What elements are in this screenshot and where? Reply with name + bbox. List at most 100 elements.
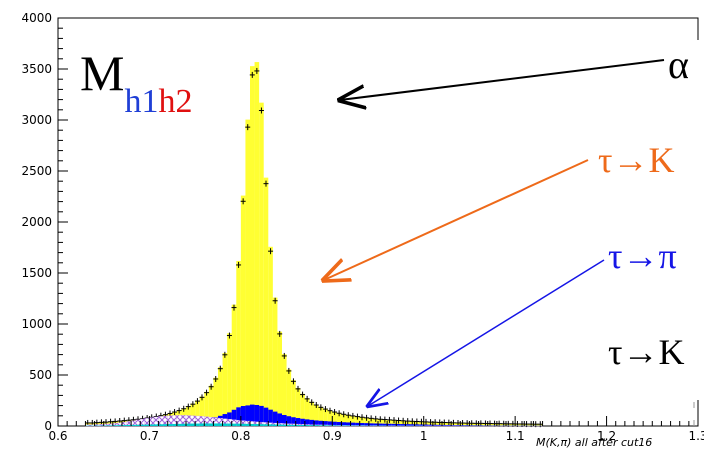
series-layer <box>85 62 543 428</box>
y-tick-label: 1000 <box>21 317 52 331</box>
y-tick-label: 3000 <box>21 113 52 127</box>
histogram-bin <box>501 425 506 426</box>
histogram-bin <box>282 424 287 426</box>
histogram-bin <box>405 424 410 426</box>
histogram-bin <box>295 424 301 426</box>
histogram-bin <box>263 177 269 426</box>
histogram-bin <box>231 423 237 426</box>
x-tick-label: 1.2 <box>597 429 616 443</box>
histogram-bin <box>218 423 223 426</box>
histogram-bin <box>487 425 493 426</box>
histogram-bin <box>295 418 301 426</box>
plot-frame <box>57 17 699 427</box>
histogram-bin <box>336 412 342 426</box>
histogram-bin <box>236 423 241 426</box>
histogram-bin <box>263 407 269 426</box>
histogram-bin <box>437 424 442 426</box>
x-tick-label: 0.7 <box>140 429 159 443</box>
histogram-bin <box>309 419 314 426</box>
histogram-bin <box>323 408 328 426</box>
x-tick-label: 0.8 <box>231 429 250 443</box>
x-tick-label: 1.3 <box>688 429 704 443</box>
histogram-bin <box>396 423 401 426</box>
histogram-bin <box>204 391 209 426</box>
histogram-bin <box>469 425 474 426</box>
histogram-bin <box>263 424 269 426</box>
histogram-bin <box>291 424 296 426</box>
histogram-bin <box>286 369 292 426</box>
label-tau-pi-blue: τ→π <box>608 236 677 276</box>
histogram-bin <box>464 425 470 426</box>
x-tick-label: 0.9 <box>323 429 342 443</box>
histogram-bin <box>195 423 200 426</box>
histogram-bin <box>236 407 241 426</box>
histogram-bin <box>250 423 255 426</box>
histogram-bin <box>158 424 164 426</box>
histogram-bin <box>419 424 424 426</box>
histogram-bin <box>423 424 429 426</box>
histogram-bin <box>259 102 264 426</box>
histogram-bin <box>410 424 415 426</box>
histogram-bin <box>364 417 369 426</box>
histogram-bin <box>254 404 260 426</box>
axis-layer: 0 500 1000 1500 2000 2500 3000 3500 4000 0.6 0.7 0.… <box>21 11 704 443</box>
arrow-to-peak <box>340 59 665 100</box>
histogram-bin <box>432 424 438 426</box>
histogram-bin <box>245 405 250 426</box>
series-1 <box>85 67 543 428</box>
histogram-bin <box>336 422 342 426</box>
histogram-bin <box>126 424 132 426</box>
histogram-bin <box>304 398 310 426</box>
histogram-bin <box>213 423 218 426</box>
histogram-bin <box>492 425 497 426</box>
histogram-bin <box>204 423 209 426</box>
histogram-bin <box>378 419 383 426</box>
histogram-bin <box>259 424 264 426</box>
label-backdrop <box>664 40 704 400</box>
histogram-bin <box>140 424 145 426</box>
histogram-bin <box>400 424 406 426</box>
histogram-bin <box>382 423 388 426</box>
histogram-bin <box>327 421 333 426</box>
y-tick-label: 4000 <box>21 11 52 25</box>
histogram-bin <box>112 425 118 426</box>
histogram-bin <box>318 425 324 426</box>
histogram-bin <box>282 354 287 426</box>
histogram-bin <box>272 411 278 426</box>
histogram-bin <box>286 416 292 426</box>
histogram-bin <box>300 393 305 426</box>
histogram-bin <box>245 119 250 426</box>
histogram-bin <box>359 423 365 426</box>
histogram-bin <box>391 423 397 426</box>
histogram-bin <box>277 413 282 426</box>
histogram-bin <box>318 406 324 426</box>
histogram-bin <box>190 423 196 426</box>
x-axis-title: M(K,π) all after cut16 <box>536 436 652 449</box>
histogram-bin <box>195 400 200 426</box>
histogram-bin <box>268 409 273 426</box>
histogram-bin <box>364 423 369 426</box>
histogram-bin <box>227 423 232 426</box>
title-m: M <box>80 45 124 101</box>
histogram-bin <box>144 424 150 426</box>
x-tick-label: 0.6 <box>48 429 67 443</box>
y-tick-label: 2500 <box>21 164 52 178</box>
histogram-bin <box>304 425 310 426</box>
y-tick-label: 0 <box>44 419 52 433</box>
histogram-bin <box>451 425 456 426</box>
histogram-bin <box>455 425 461 426</box>
label-tau-k-orange: τ→K <box>598 140 674 180</box>
histogram-bin <box>222 353 228 426</box>
histogram-bin <box>172 423 177 426</box>
histogram-bin <box>355 422 360 426</box>
title-h2: h2 <box>158 83 192 120</box>
histogram-bin <box>350 422 356 426</box>
histogram-bin <box>368 423 374 426</box>
histogram-bin <box>442 424 447 426</box>
histogram-bin <box>227 333 232 426</box>
histogram-bin <box>478 425 484 426</box>
histogram-bin <box>131 424 136 426</box>
histogram-bin <box>272 297 278 426</box>
histogram-bin <box>291 380 296 426</box>
histogram-bin <box>222 423 228 426</box>
